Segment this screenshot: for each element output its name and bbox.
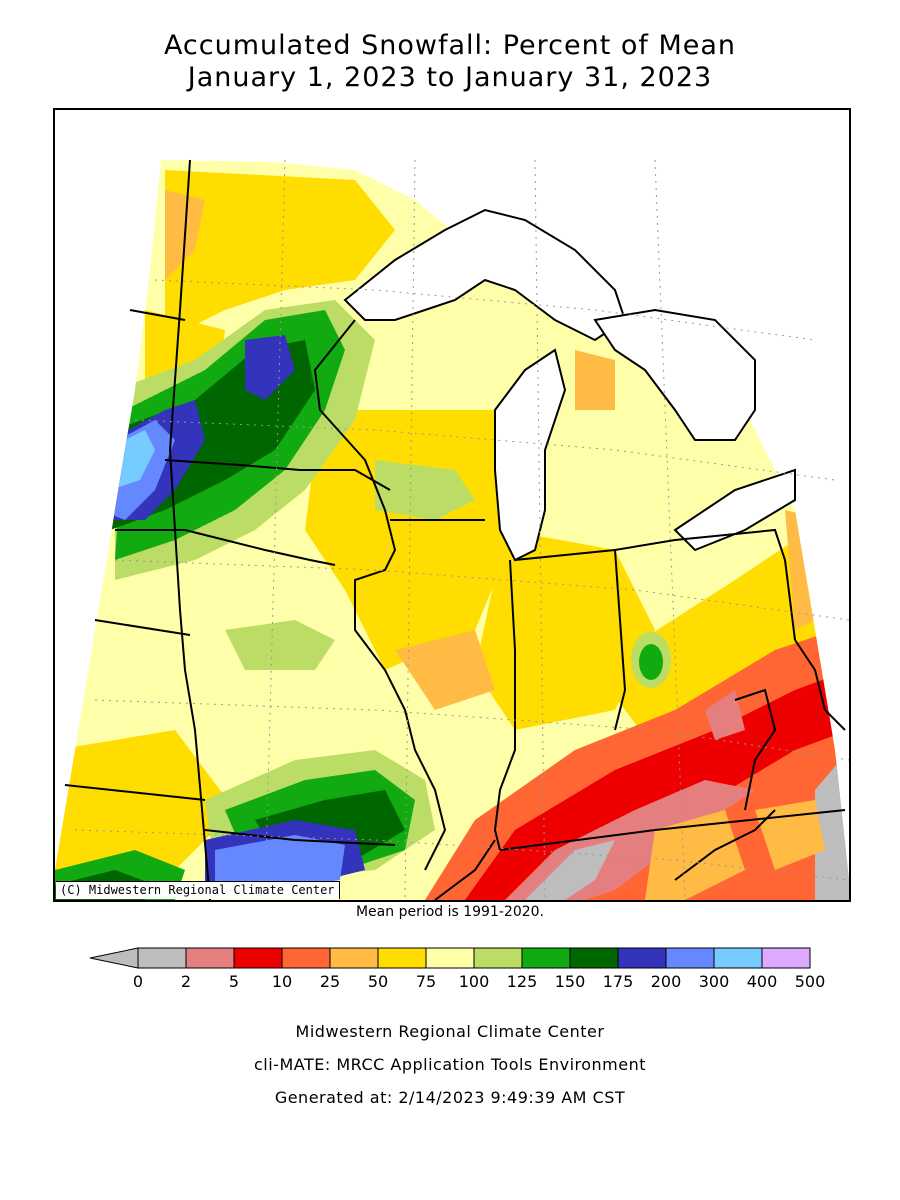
footer-org: Midwestern Regional Climate Center [295,1022,605,1041]
lake-michigan [494,348,567,562]
legend-swatch [617,947,667,969]
map-date-range: January 1, 2023 to January 31, 2023 [187,62,713,93]
legend-bar: 0 2 5 10 25 50 75 100 125 150 175 200 300 400 500 [89,947,826,991]
legend-break-label: 200 [651,972,682,991]
legend-swatch [329,947,379,969]
legend-break-label: 10 [272,972,292,991]
legend-swatch [425,947,475,969]
legend-swatch [569,947,619,969]
lake-erie [673,468,796,552]
legend-break-label: 125 [507,972,538,991]
legend-below-arrow [89,947,139,969]
legend-swatch [281,947,331,969]
legend-break-label: 150 [555,972,586,991]
map-title: Accumulated Snowfall: Percent of Mean [163,30,737,61]
legend-swatch [713,947,763,969]
legend-swatch [137,947,187,969]
legend-swatch [761,947,811,969]
credit-label: (C) Midwestern Regional Climate Center [56,881,340,899]
legend-break-label: 0 [133,972,143,991]
legend-swatch [521,947,571,969]
graticule [74,159,849,900]
footer-tool: cli-MATE: MRCC Application Tools Environ… [253,1055,647,1074]
mean-period-note: Mean period is 1991-2020. [355,904,545,920]
legend-break-label: 175 [603,972,634,991]
legend-swatch [473,947,523,969]
lake-superior [343,208,627,342]
legend-break-label: 300 [699,972,730,991]
legend-swatch [233,947,283,969]
snowfall-map: (C) Midwestern Regional Climate Center [53,108,851,902]
legend-break-label: 2 [181,972,191,991]
legend-swatch [185,947,235,969]
great-lakes [343,208,796,562]
legend-break-label: 75 [416,972,436,991]
legend-break-label: 5 [229,972,239,991]
footer-generated: Generated at: 2/14/2023 9:49:39 AM CST [274,1088,626,1107]
legend-break-label: 100 [459,972,490,991]
legend-break-label: 25 [320,972,340,991]
lake-huron [593,308,756,441]
legend-break-label: 500 [795,972,826,991]
legend-swatch [665,947,715,969]
color-legend: 0 2 5 10 25 50 75 100 125 150 175 200 300 400 500 [0,940,900,1000]
map-canvas [55,159,849,900]
legend-break-label: 50 [368,972,388,991]
state-borders [64,159,846,900]
legend-swatch [377,947,427,969]
legend-break-label: 400 [747,972,778,991]
